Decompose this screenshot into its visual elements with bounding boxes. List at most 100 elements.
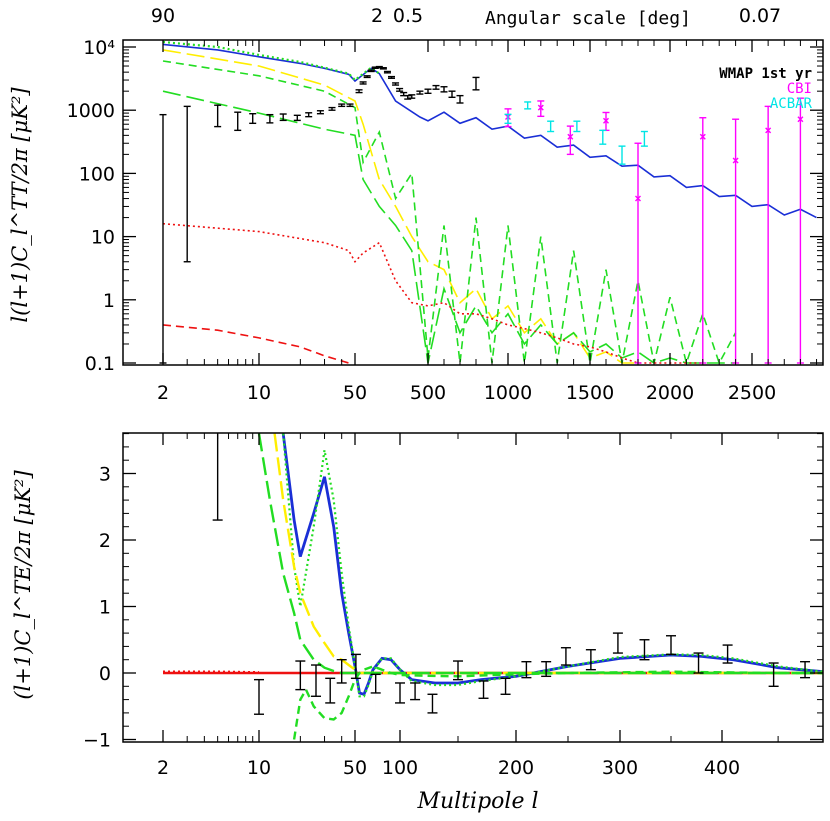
- te-errorbar: [295, 660, 306, 691]
- te-errorbar: [541, 660, 552, 678]
- tt-x-tick-label: 1500: [566, 382, 614, 404]
- tt-curve-green-dash: [162, 60, 737, 366]
- tt-axis-tick-labels: 0.1 1 10 100 1000 10⁴ 2 10 50 500 1000 1500 2000 2500…: [67, 5, 782, 404]
- te-curve-green-dotted: [282, 433, 824, 698]
- te-errorbar: [350, 653, 361, 680]
- tt-errorbar-wmap-1st-yr: [293, 114, 301, 122]
- tt-errorbar-acbar: [524, 101, 532, 110]
- te-errorbar: [336, 659, 347, 684]
- tt-errorbar-wmap-1st-yr: [367, 69, 375, 73]
- te-errorbar: [612, 632, 623, 654]
- te-errorbar: [560, 647, 571, 666]
- te-errorbar: [768, 662, 779, 687]
- te-y-tick-label: 2: [99, 530, 111, 552]
- tt-errorbar-cbi: [764, 105, 772, 364]
- tt-plot-frame: [122, 39, 824, 366]
- tt-errorbar-acbar: [640, 130, 648, 147]
- multipole-x-axis-label: Multipole l: [416, 789, 538, 814]
- te-axis-tick-labels: −1 0 1 2 3 2 10 50 100 200 300 400: [83, 464, 740, 780]
- tt-curve-red-dotted: [162, 222, 703, 364]
- te-errorbar: [212, 433, 223, 521]
- tt-errorbar-cbi: [602, 111, 610, 132]
- tt-y-axis-label: l(l+1)C_l^TT/2π [μK²]: [8, 87, 32, 323]
- te-x-tick-label: 200: [498, 757, 534, 779]
- tt-errorbar-wmap-1st-yr: [432, 84, 440, 90]
- tt-errorbar-wmap-1st-yr: [316, 110, 324, 115]
- te-y-tick-label: −1: [83, 730, 111, 752]
- te-data-errorbars: [212, 433, 811, 715]
- te-errorbar: [395, 682, 405, 704]
- te-x-tick-label: 400: [704, 757, 740, 779]
- tt-theory-curves: [162, 40, 817, 366]
- tt-x-tick-label: 2500: [728, 382, 776, 404]
- te-curve-blue-solid-thick: [281, 433, 824, 696]
- tt-x-tick-label: 10: [247, 382, 271, 404]
- te-errorbar: [370, 673, 381, 694]
- tt-curve-yellow-longdash: [162, 49, 638, 364]
- tt-errorbar-wmap-1st-yr: [355, 89, 363, 94]
- te-errorbar: [639, 639, 650, 661]
- tt-power-spectrum-panel: 0.1 1 10 100 1000 10⁴ 2 10 50 500 1000 1500 2000 2500…: [8, 5, 824, 404]
- te-x-tick-label: 10: [247, 757, 271, 779]
- te-x-tick-label: 300: [602, 757, 638, 779]
- tt-errorbar-wmap-1st-yr: [472, 76, 480, 91]
- te-y-tick-label: 1: [99, 597, 111, 619]
- te-y-tick-label: 0: [99, 663, 111, 685]
- angular-scale-axis-title: Angular scale [deg]: [485, 8, 691, 29]
- tt-errorbar-acbar: [573, 120, 581, 133]
- te-x-tick-label: 50: [343, 757, 367, 779]
- te-errorbar: [500, 677, 511, 695]
- tt-y-tick-label: 1000: [67, 100, 115, 122]
- tt-errorbar-wmap-1st-yr: [396, 87, 404, 92]
- te-x-tick-label: 2: [157, 757, 169, 779]
- angular-scale-tick-label: 90: [151, 5, 175, 27]
- tt-y-tick-label: 1: [103, 290, 115, 312]
- te-errorbar: [800, 660, 811, 679]
- tt-errorbar-cbi: [732, 118, 740, 364]
- te-power-spectrum-panel: −1 0 1 2 3 2 10 50 100 200 300 400 (l+1)C_l^TE/2π […: [11, 432, 824, 814]
- tt-x-tick-label: 2000: [646, 382, 694, 404]
- te-errorbar: [453, 660, 463, 681]
- te-errorbar: [410, 682, 421, 701]
- tt-y-tick-label: 10: [91, 227, 115, 249]
- angular-scale-tick-label: 0.07: [739, 5, 781, 27]
- tt-errorbar-cbi: [796, 97, 804, 364]
- tt-curve-green-dotted: [162, 40, 380, 82]
- tt-errorbar-wmap-1st-yr: [183, 105, 191, 263]
- tt-errorbar-wmap-1st-yr: [456, 94, 464, 104]
- tt-errorbar-wmap-1st-yr: [408, 94, 416, 99]
- te-errorbar: [722, 644, 733, 664]
- te-plot-frame: [122, 432, 824, 743]
- tt-errorbar-wmap-1st-yr: [234, 111, 242, 132]
- tt-curve-red-dash: [162, 324, 349, 364]
- te-errorbar: [693, 652, 704, 674]
- tt-errorbar-wmap-1st-yr: [338, 103, 346, 108]
- te-curve-green-dash: [292, 665, 823, 740]
- tt-errorbar-acbar: [547, 120, 555, 133]
- te-x-tick-label: 100: [382, 757, 418, 779]
- te-errorbar: [478, 680, 489, 699]
- angular-scale-tick-label: 2: [371, 5, 383, 27]
- tt-errorbar-cbi: [566, 125, 574, 156]
- te-y-tick-label: 3: [99, 464, 111, 486]
- te-errorbar: [254, 678, 264, 715]
- tt-errorbar-wmap-1st-yr: [448, 90, 456, 98]
- tt-errorbar-wmap-1st-yr: [404, 94, 412, 100]
- tt-errorbar-wmap-1st-yr: [383, 70, 391, 74]
- tt-x-tick-label: 1000: [484, 382, 532, 404]
- tt-y-tick-label: 100: [79, 163, 115, 185]
- tt-errorbar-cbi: [537, 100, 545, 118]
- tt-errorbar-wmap-1st-yr: [424, 88, 432, 95]
- te-curve-yellow-longdash: [273, 433, 823, 675]
- te-errorbar: [310, 664, 321, 697]
- te-theory-curves: [163, 433, 824, 740]
- tt-errorbar-wmap-1st-yr: [359, 81, 367, 85]
- tt-y-tick-label: 10⁴: [83, 37, 115, 59]
- tt-errorbar-wmap-1st-yr: [305, 112, 313, 118]
- te-errorbar: [521, 660, 532, 679]
- tt-errorbar-wmap-1st-yr: [416, 90, 424, 95]
- tt-x-tick-label: 500: [410, 382, 446, 404]
- te-y-axis-label: (l+1)C_l^TE/2π [μK²]: [11, 470, 35, 700]
- tt-errorbar-wmap-1st-yr: [214, 104, 222, 128]
